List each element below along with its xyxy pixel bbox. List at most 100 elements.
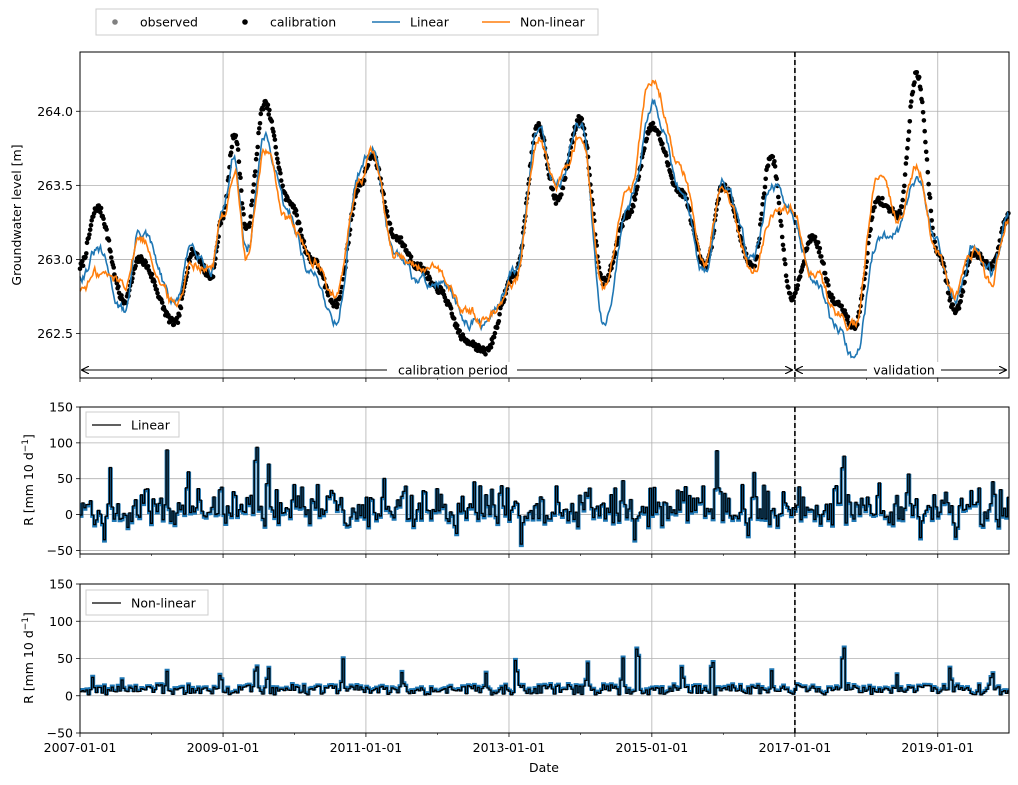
observed-point	[779, 223, 784, 228]
x-tick-label: 2009-01-01	[187, 740, 260, 755]
observed-point	[294, 213, 300, 218]
observed-point	[241, 212, 246, 217]
observed-point	[923, 139, 928, 145]
x-ticks: 2007-01-01 2009-01-01 2011-01-01 2013-01-01…	[44, 740, 974, 755]
observed-point	[143, 260, 149, 265]
observed-point	[782, 257, 787, 262]
observed-point	[906, 129, 912, 134]
observed-point	[632, 197, 638, 202]
observed-point	[256, 130, 261, 136]
observed-point	[266, 112, 272, 117]
observed-point	[826, 283, 831, 288]
observed-point	[425, 270, 430, 276]
observed-point	[84, 251, 89, 256]
observed-point	[642, 146, 647, 151]
observed-point	[924, 157, 930, 162]
observed-point	[900, 197, 905, 203]
observed-point	[152, 279, 157, 285]
legend-calibration-label: calibration	[270, 15, 336, 30]
recharge-linear-panel: −50 0 50 100 150 Linear R [mm 10 d−1]	[21, 400, 1010, 558]
y-tick-label: −50	[47, 543, 73, 558]
observed-point	[338, 289, 344, 295]
validation-label-bg	[867, 362, 941, 377]
observed-point	[269, 119, 275, 124]
observed-point	[786, 285, 791, 290]
x-tick-label: 2019-01-01	[901, 740, 974, 755]
observed-point	[177, 313, 182, 318]
series-line-non-linear	[79, 79, 1010, 332]
observed-point	[928, 208, 934, 214]
observed-point	[440, 288, 446, 294]
observed-point	[387, 221, 393, 226]
observed-point	[273, 144, 279, 150]
y-tick-label: 263.5	[37, 178, 73, 193]
recharge-linear-y-label-main: R [mm 10 d	[21, 452, 36, 526]
y-tick-label: 50	[57, 471, 73, 486]
observed-point	[776, 200, 782, 206]
observed-point	[830, 295, 836, 301]
observed-point	[910, 89, 916, 95]
observed-point	[762, 184, 768, 190]
observed-point	[812, 234, 818, 240]
observed-point	[631, 204, 636, 209]
observed-point	[959, 293, 964, 299]
observed-point	[795, 283, 801, 288]
calibration-label: calibration period	[398, 363, 508, 378]
observed-point	[553, 201, 559, 206]
observed-point	[253, 169, 258, 174]
observed-point	[418, 261, 423, 267]
observed-point	[228, 150, 234, 155]
observed-point	[990, 264, 996, 269]
y-tick-label: 150	[49, 577, 73, 592]
observed-point	[265, 102, 271, 108]
y-tick-label: −50	[47, 726, 73, 741]
observed-point	[272, 137, 278, 142]
observed-point	[86, 235, 91, 241]
observed-point	[550, 186, 556, 192]
y-tick-label: 0	[65, 688, 73, 703]
observed-point	[758, 217, 764, 222]
observed-point	[772, 164, 778, 169]
observed-point	[946, 291, 952, 296]
y-tick-label: 50	[57, 651, 73, 666]
period-annotations: calibration period validation	[82, 362, 1006, 378]
observed-point	[221, 215, 226, 221]
observed-point	[958, 299, 963, 304]
observed-point	[660, 141, 665, 146]
observed-point	[335, 301, 340, 307]
observed-point	[644, 136, 650, 142]
observed-point	[960, 289, 966, 294]
recharge-nonlinear-y-axis-label: R [mm 10 d−1]	[21, 612, 36, 704]
observed-point	[774, 176, 779, 181]
observed-point	[267, 107, 272, 113]
observed-point	[905, 146, 910, 151]
observed-point	[247, 220, 253, 226]
observed-point	[457, 328, 463, 334]
observed-point	[902, 183, 907, 189]
observed-point	[899, 204, 905, 210]
head-grid	[79, 52, 1009, 378]
observed-point	[235, 147, 241, 152]
observed-point	[666, 161, 671, 167]
y-tick-label: 263.0	[37, 252, 73, 267]
x-tick-label: 2013-01-01	[473, 740, 546, 755]
recharge-linear-y-ticks: −50 0 50 100 150	[47, 400, 939, 558]
observed-point	[252, 173, 257, 179]
observed-point	[817, 246, 823, 251]
top-legend: observed calibration Linear Non-linear	[95, 8, 599, 36]
recharge-step-line	[80, 647, 1009, 696]
observed-point	[116, 284, 121, 289]
observed-point	[797, 274, 803, 279]
observed-point	[927, 191, 932, 197]
legend-linear-label: Linear	[410, 15, 450, 30]
observed-point	[779, 234, 785, 240]
observed-point	[106, 238, 112, 243]
observed-point	[133, 263, 138, 269]
observed-point	[784, 278, 790, 284]
legend-calibration-marker	[242, 19, 248, 25]
observed-point	[905, 137, 911, 143]
observed-point	[83, 254, 88, 260]
observed-point	[772, 159, 777, 164]
observed-point	[761, 191, 767, 196]
observed-point	[119, 293, 124, 298]
